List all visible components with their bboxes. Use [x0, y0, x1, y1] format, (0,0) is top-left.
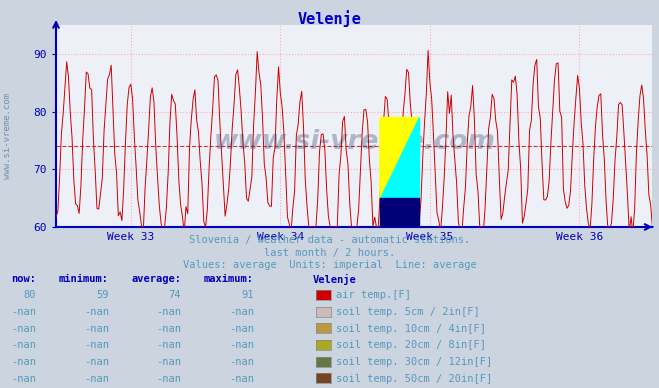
Text: -nan: -nan [156, 340, 181, 350]
Text: 80: 80 [24, 290, 36, 300]
Text: last month / 2 hours.: last month / 2 hours. [264, 248, 395, 258]
Text: average:: average: [131, 274, 181, 284]
Bar [380, 198, 419, 239]
Text: -nan: -nan [229, 357, 254, 367]
Text: -nan: -nan [84, 307, 109, 317]
Text: -nan: -nan [229, 324, 254, 334]
Text: -nan: -nan [156, 324, 181, 334]
Text: 74: 74 [169, 290, 181, 300]
Text: Velenje: Velenje [298, 10, 361, 26]
Text: -nan: -nan [84, 374, 109, 384]
Text: -nan: -nan [11, 357, 36, 367]
Text: -nan: -nan [11, 340, 36, 350]
Text: www.si-vreme.com: www.si-vreme.com [3, 93, 13, 179]
Text: -nan: -nan [229, 374, 254, 384]
Text: Velenje: Velenje [313, 274, 357, 284]
Text: now:: now: [11, 274, 36, 284]
Polygon shape [380, 118, 419, 198]
Text: soil temp. 50cm / 20in[F]: soil temp. 50cm / 20in[F] [336, 374, 492, 384]
Text: 59: 59 [96, 290, 109, 300]
Text: soil temp. 5cm / 2in[F]: soil temp. 5cm / 2in[F] [336, 307, 480, 317]
Text: -nan: -nan [11, 324, 36, 334]
Text: 91: 91 [241, 290, 254, 300]
Text: -nan: -nan [156, 357, 181, 367]
Text: air temp.[F]: air temp.[F] [336, 290, 411, 300]
Text: soil temp. 30cm / 12in[F]: soil temp. 30cm / 12in[F] [336, 357, 492, 367]
Text: Values: average  Units: imperial  Line: average: Values: average Units: imperial Line: av… [183, 260, 476, 270]
Text: -nan: -nan [11, 374, 36, 384]
Text: -nan: -nan [84, 340, 109, 350]
Text: -nan: -nan [229, 307, 254, 317]
Text: -nan: -nan [84, 357, 109, 367]
Text: minimum:: minimum: [59, 274, 109, 284]
Text: -nan: -nan [11, 307, 36, 317]
Text: -nan: -nan [156, 307, 181, 317]
Text: soil temp. 10cm / 4in[F]: soil temp. 10cm / 4in[F] [336, 324, 486, 334]
Text: www.si-vreme.com: www.si-vreme.com [214, 129, 495, 155]
Polygon shape [380, 118, 419, 198]
Text: soil temp. 20cm / 8in[F]: soil temp. 20cm / 8in[F] [336, 340, 486, 350]
Text: -nan: -nan [156, 374, 181, 384]
Text: maximum:: maximum: [204, 274, 254, 284]
Text: -nan: -nan [84, 324, 109, 334]
Text: Slovenia / weather data - automatic stations.: Slovenia / weather data - automatic stat… [189, 235, 470, 245]
Text: -nan: -nan [229, 340, 254, 350]
